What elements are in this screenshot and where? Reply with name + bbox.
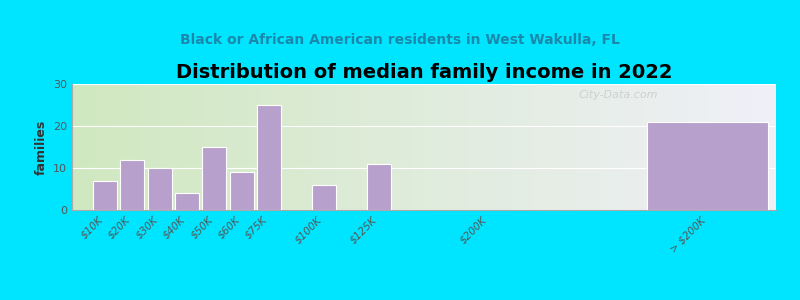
Bar	[93, 181, 117, 210]
Bar	[366, 164, 391, 210]
Title: Distribution of median family income in 2022: Distribution of median family income in …	[176, 63, 672, 82]
Bar	[120, 160, 144, 210]
Bar	[647, 122, 768, 210]
Bar	[175, 193, 199, 210]
Y-axis label: families: families	[34, 119, 47, 175]
Bar	[148, 168, 172, 210]
Text: Black or African American residents in West Wakulla, FL: Black or African American residents in W…	[180, 34, 620, 47]
Bar	[312, 185, 336, 210]
Text: City-Data.com: City-Data.com	[579, 90, 658, 100]
Bar	[257, 105, 282, 210]
Bar	[202, 147, 226, 210]
Bar	[230, 172, 254, 210]
